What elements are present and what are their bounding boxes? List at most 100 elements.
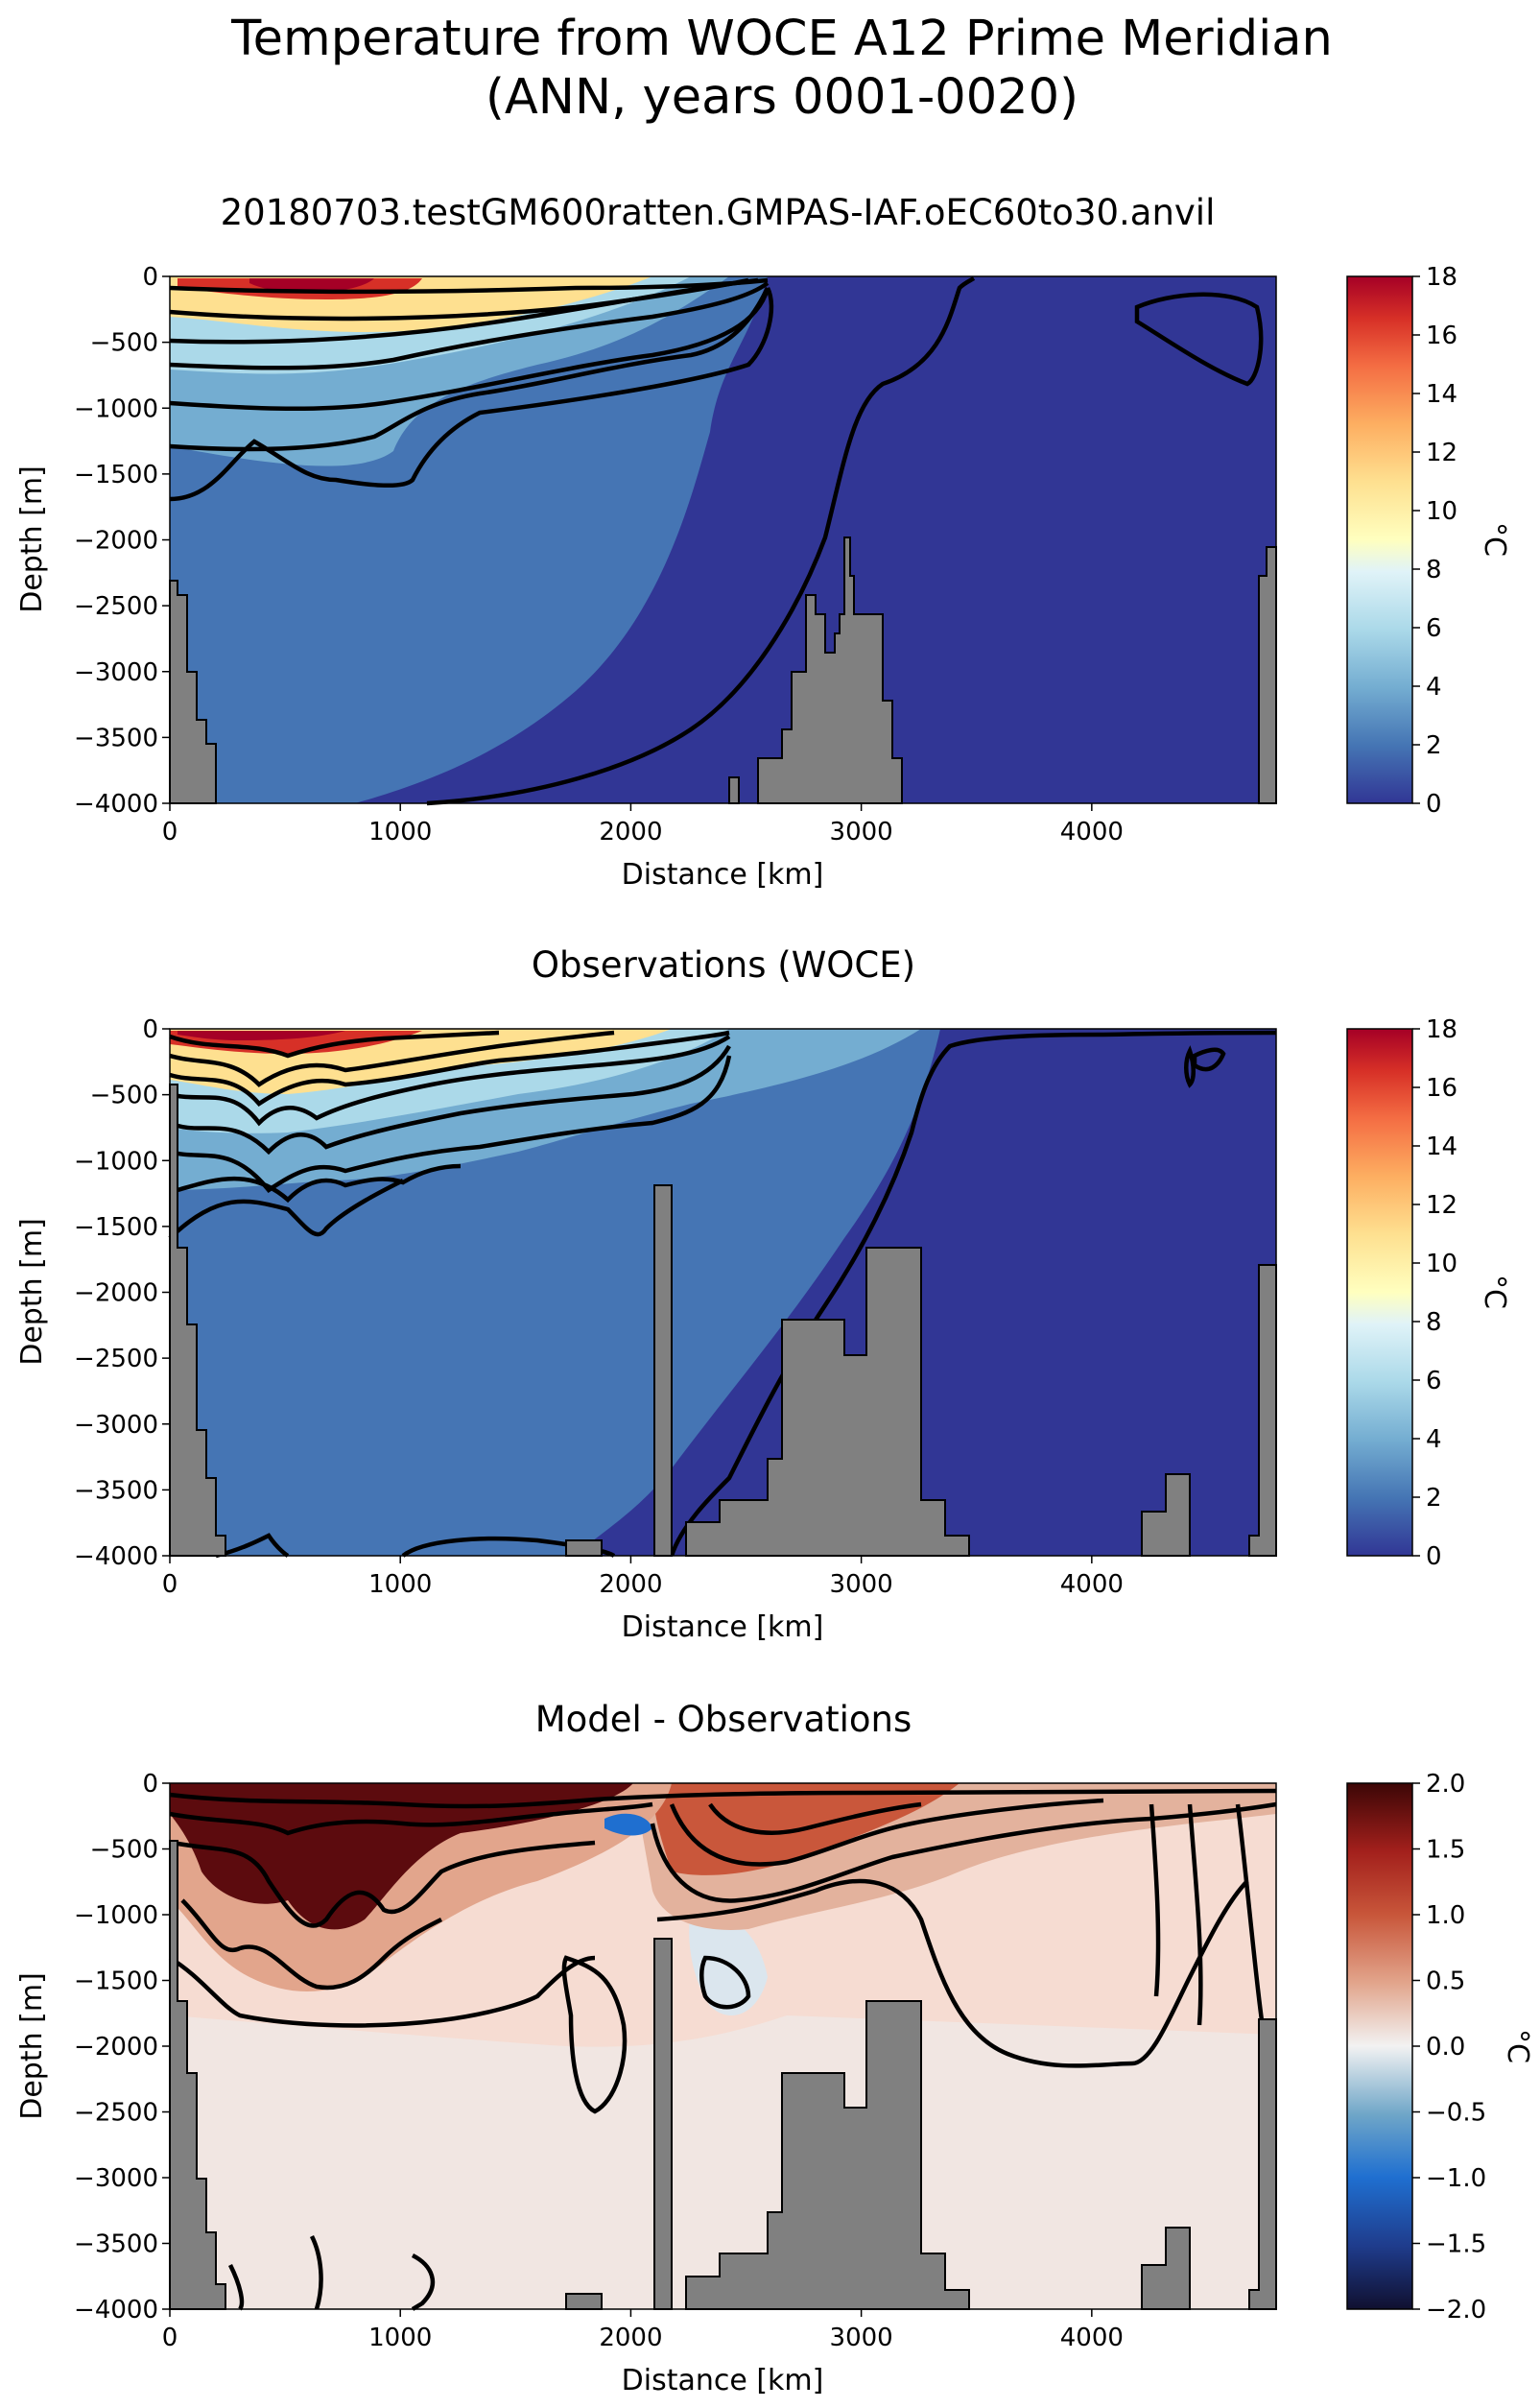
colorbar-tick-label: 0.0	[1426, 2033, 1465, 2062]
contour-line	[169, 281, 770, 370]
y-tick-label: −500	[90, 329, 158, 358]
seafloor-right	[1258, 546, 1277, 804]
seafloor-topography	[169, 1084, 1277, 1557]
needle-ridge	[653, 1184, 673, 1557]
x-tick-labels: 0 1000 2000 3000 4000	[162, 803, 1124, 846]
y-tick-label: −2000	[74, 527, 158, 556]
contour-line	[169, 1030, 500, 1059]
colorbar-label: °C	[1478, 522, 1511, 557]
y-tick-label: −1500	[74, 1213, 158, 1242]
colorbar-tick-label: −1.5	[1426, 2230, 1486, 2259]
colorbar-tick-label: 8	[1426, 556, 1442, 584]
seafloor-left	[169, 1084, 226, 1557]
contour-line	[168, 1955, 596, 2028]
colorbar-tick-label: 4	[1426, 1425, 1442, 1454]
contour-line	[169, 1030, 730, 1107]
contour-line	[669, 1798, 1104, 1867]
seafloor-left	[169, 580, 217, 804]
contour-line	[650, 1801, 1277, 1903]
colorbar-tick-label: 10	[1426, 497, 1457, 526]
contour-line	[168, 1178, 405, 1240]
colorbar-tick-label: 0	[1426, 1542, 1442, 1571]
contour-line	[169, 286, 774, 502]
y-tick-label: −3000	[74, 1411, 158, 1440]
contour-line	[180, 1898, 443, 1991]
isotherm-contours	[168, 1030, 1277, 1559]
colorbar-tick-label: −2.0	[1426, 2296, 1486, 2325]
difference-field	[170, 1783, 1276, 2309]
lower-neutral-zone	[170, 2015, 1276, 2309]
seafloor-left	[169, 1840, 226, 2310]
x-tick-label: 2000	[599, 1570, 662, 1599]
colorbar-tick-label: 8	[1426, 1308, 1442, 1337]
colorbar	[1346, 1782, 1413, 2310]
y-tick-labels: 0 −500 −1000 −1500 −2000 −2500 −3000 −3500 −4000	[74, 1015, 170, 1571]
x-tick-label: 0	[162, 818, 178, 846]
colorbar-tick-label: −1.0	[1426, 2164, 1486, 2193]
y-tick-label: −1000	[74, 1901, 158, 1930]
colorbar-label: °C	[1478, 1275, 1511, 1309]
panel-title: Model - Observations	[535, 1699, 912, 1740]
colorbar-tick-label: 2.0	[1426, 1770, 1465, 1799]
y-tick-label: −3000	[74, 658, 158, 687]
x-axis-label: Distance [km]	[622, 2364, 824, 2397]
colorbar-tick-label: 0.5	[1426, 1967, 1465, 1996]
y-axis-label: Depth [m]	[15, 1218, 49, 1366]
colorbar-label: °C	[1501, 2029, 1534, 2063]
colorbar-tick-label: 2	[1426, 731, 1442, 760]
y-tick-label: −2000	[74, 1279, 158, 1308]
y-tick-label: −4000	[74, 2296, 158, 2325]
y-tick-label: −2500	[74, 1345, 158, 1373]
y-tick-label: −3500	[74, 724, 158, 752]
y-tick-label: −500	[90, 1836, 158, 1865]
x-tick-label: 3000	[830, 2324, 893, 2352]
x-tick-label: 1000	[368, 818, 432, 846]
y-tick-labels: 0 −500 −1000 −1500 −2000 −2500 −3000 −3500 −4000	[74, 263, 170, 819]
x-axis-label: Distance [km]	[622, 1610, 824, 1644]
colorbar-tick-label: 1.5	[1426, 1836, 1465, 1865]
x-tick-label: 4000	[1060, 818, 1124, 846]
colorbar-tick-label: 12	[1426, 439, 1457, 467]
y-tick-label: −3500	[74, 2230, 158, 2259]
contour-line	[708, 1801, 922, 1835]
seamount-small	[565, 1539, 603, 1557]
contour-line	[1192, 1047, 1226, 1072]
y-axis-label: Depth [m]	[15, 1972, 49, 2120]
x-tick-label: 0	[162, 2324, 178, 2352]
colorbar-tick-label: 2	[1426, 1484, 1442, 1513]
contour-line	[169, 1788, 1277, 1809]
y-tick-label: 0	[142, 1015, 158, 1044]
contour-line	[169, 1035, 731, 1127]
contour-line	[426, 276, 976, 806]
contour-line	[169, 1044, 731, 1156]
y-tick-label: −3000	[74, 2164, 158, 2193]
colorbar-tick-labels: 0 2 4 6 8 10 12 14 16 18	[1412, 1015, 1457, 1571]
difference-panel: Model - Observations	[15, 1699, 1534, 2397]
contour-line	[561, 1955, 628, 2114]
model-panel: 20180703.testGM600ratten.GMPAS-IAF.oEC60…	[15, 192, 1511, 892]
contour-line	[215, 1533, 290, 1559]
colorbar-tick-labels: 0 2 4 6 8 10 12 14 16 18	[1412, 263, 1457, 819]
colorbar	[1346, 1028, 1413, 1557]
colorbar-tick-label: 4	[1426, 673, 1442, 702]
colorbar-tick-label: 12	[1426, 1191, 1457, 1220]
y-tick-label: −4000	[74, 1542, 158, 1571]
panel-title: Observations (WOCE)	[532, 944, 915, 986]
colorbar-tick-label: 0	[1426, 790, 1442, 819]
cold-bias-spot	[604, 1813, 652, 1836]
y-tick-label: −2000	[74, 2033, 158, 2062]
panel-title: 20180703.testGM600ratten.GMPAS-IAF.oEC60…	[221, 192, 1216, 233]
seamount-small	[565, 2293, 603, 2310]
y-tick-label: −500	[90, 1082, 158, 1110]
x-tick-label: 2000	[599, 2324, 662, 2352]
seamount-ridge	[685, 2000, 970, 2310]
isotherm-contours	[169, 276, 1264, 806]
y-tick-label: −1500	[74, 461, 158, 489]
x-tick-label: 2000	[599, 818, 662, 846]
contour-line	[1134, 292, 1264, 387]
temperature-field	[170, 1029, 1276, 1556]
difference-contours	[168, 1788, 1277, 2311]
contour-line	[177, 1163, 462, 1204]
contour-line	[669, 1030, 1277, 1557]
